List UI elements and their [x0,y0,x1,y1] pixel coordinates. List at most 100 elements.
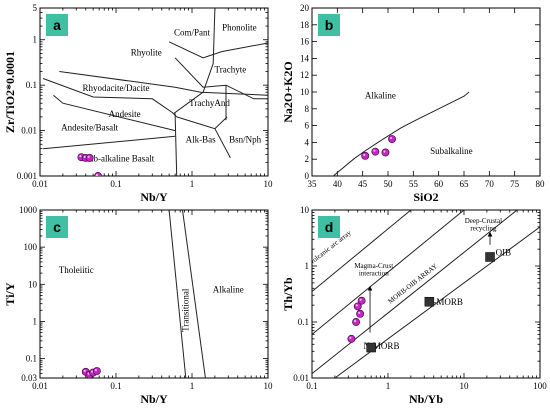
sample-point-highlight [87,372,90,375]
annotation-text: Deep-Crustal [465,217,502,225]
sample-point [92,367,101,376]
annotation-text: Magma-Crust [354,262,393,270]
y-tick-label: 10 [300,87,310,97]
x-axis-label: Nb/Y [140,190,168,204]
field-label: Alkaline [365,91,396,101]
annotation-text: recycling [470,225,497,233]
reference-marker [424,296,435,307]
panel-tag-letter: d [325,219,334,235]
field-label: Subalkaline [430,146,473,156]
field-label: Transitional [181,288,191,332]
x-axis-label: Nb/Y [140,392,168,406]
plot-frame [311,7,541,177]
y-tick-label: 8 [305,104,310,114]
sample-point-highlight [87,155,90,159]
panel-tag-badge [46,14,68,36]
field-boundary-line [174,113,178,176]
sample-point-highlight [94,369,97,372]
y-tick-label: 0.1 [26,354,37,364]
x-tick-label: 45 [358,179,368,189]
field-boundary-line [53,94,176,132]
sample-point [388,135,397,143]
field-label: Bsn/Nph [229,134,262,144]
field-label: Andesite [109,109,141,119]
field-label: N-MORB [363,341,399,351]
panel-tag-badge [318,216,340,238]
field-boundary-line [332,91,470,176]
x-tick-label: 0.01 [32,381,48,391]
x-axis-label: Nb/Yb [409,392,443,406]
field-boundary-line [42,78,178,118]
y-tick-label: 10 [28,279,38,289]
sample-point-highlight [83,369,86,372]
field-boundary-line [43,135,176,150]
field-label: Tholeiitic [59,265,94,275]
sample-point [357,296,366,305]
field-boundary-line [312,210,465,335]
sample-point [352,318,361,326]
panel-tag-badge [318,14,340,36]
field-label: Rhyodacite/Dacite [83,83,150,93]
reference-marker [366,342,376,353]
sample-point [94,172,102,176]
field-label: Alkaline [213,285,244,295]
sample-point-highlight [359,298,362,301]
x-tick-label: 10 [264,381,274,391]
y-tick-label: 2 [305,154,310,164]
panel-d-chart: 0.1 1 10 1000.010.1110Nb/YbTh/YbOIBE-MORBN-… [281,205,547,406]
x-tick-label: 0.01 [32,179,48,189]
field-label: OIB [496,247,512,257]
sample-point [85,153,94,162]
plot-frame [311,209,541,379]
y-tick-label: 0.1 [298,317,309,327]
plot-area: Com/Pant Phonolite Rhyolite Trachyte Rhyodac… [42,8,268,176]
field-label: Phonolite [222,22,257,32]
x-tick-label: 40 [333,179,343,189]
y-tick-label: 1 [33,35,38,45]
x-tick-label: 80 [536,179,546,189]
y-tick-label: 18 [300,20,310,30]
panel-tag-letter: a [53,17,61,33]
sample-point-highlight [83,155,86,159]
x-tick-label: 0.1 [110,179,121,189]
field-label: Com/Pant [174,27,211,37]
sample-point [347,334,356,343]
x-tick-label: 55 [409,179,419,189]
sample-point-highlight [79,155,82,158]
field-boundary-line [182,210,206,378]
y-tick-label: 0 [305,171,310,181]
sample-point-highlight [355,304,358,307]
field-boundary-line [168,41,268,59]
sample-point-highlight [358,311,361,314]
x-tick-label: 50 [384,179,394,189]
field-boundary-line [176,116,228,130]
x-tick-label: 75 [510,179,520,189]
panel-tag-letter: c [53,219,61,235]
field-boundary-line [59,71,268,96]
plot-area: Alkaline Subalkaline [332,91,473,176]
y-axis-label: Na2O+K2O [281,61,295,123]
x-tick-label: 60 [434,179,444,189]
sample-point [356,309,365,318]
sample-point [361,151,370,160]
x-tick-label: 1 [190,381,195,391]
y-tick-label: 0.001 [17,171,37,181]
y-tick-label: 0.01 [293,373,309,383]
x-tick-label: 1 [190,179,195,189]
sample-point-highlight [363,153,366,156]
panel-c-chart: 0.01 0.1 1 10 0.03 0.1 1 10 100 1000 Nb/Y Ti/Y Thole… [3,205,273,406]
x-tick-label: 0.1 [110,381,121,391]
x-tick-label: 0.1 [306,381,317,391]
sample-point [353,302,362,311]
sample-point-highlight [373,149,376,152]
reference-marker [485,252,495,262]
y-axis-label: Th/Yb [281,277,295,311]
x-tick-label: 65 [460,179,470,189]
y-tick-label: 0.1 [26,80,37,90]
x-tick-label: 100 [533,381,547,391]
x-tick-label: 35 [308,179,318,189]
sample-point-highlight [383,150,386,153]
field-label: E-MORB [428,297,463,307]
